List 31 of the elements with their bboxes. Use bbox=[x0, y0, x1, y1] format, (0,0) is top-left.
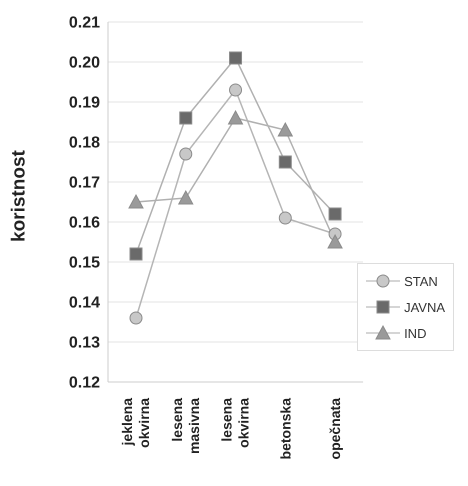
point bbox=[328, 208, 342, 220]
y-tick-label: 0.13 bbox=[68, 334, 100, 352]
y-tick-label: 0.19 bbox=[68, 94, 100, 112]
legend-label: IND bbox=[404, 326, 426, 340]
point bbox=[278, 212, 292, 224]
y-tick-label: 0.14 bbox=[68, 294, 100, 312]
x-tick-label: jeklena okvirna bbox=[119, 398, 152, 448]
point bbox=[229, 84, 242, 96]
y-axis-title: koristnost bbox=[8, 149, 30, 242]
point bbox=[228, 110, 244, 124]
y-tick-label: 0.12 bbox=[68, 374, 100, 392]
x-tick-label: opečnata bbox=[327, 398, 344, 460]
point bbox=[328, 234, 343, 248]
y-tick-label: 0.20 bbox=[68, 54, 100, 72]
point bbox=[178, 190, 194, 204]
point bbox=[128, 194, 144, 208]
point bbox=[278, 122, 293, 136]
x-tick-label: betonska bbox=[277, 398, 294, 460]
point bbox=[179, 148, 192, 160]
point bbox=[278, 156, 292, 168]
y-tick-label: 0.16 bbox=[68, 214, 100, 232]
legend-label: STAN bbox=[404, 274, 438, 288]
legend-label: JAVNA bbox=[404, 300, 445, 314]
point bbox=[229, 52, 242, 64]
point bbox=[179, 112, 192, 124]
y-tick-label: 0.15 bbox=[68, 254, 100, 272]
y-tick-label: 0.21 bbox=[68, 14, 100, 32]
point bbox=[130, 312, 142, 324]
y-tick-label: 0.17 bbox=[68, 174, 100, 192]
y-tick-label: 0.18 bbox=[68, 134, 100, 152]
point bbox=[130, 248, 142, 260]
